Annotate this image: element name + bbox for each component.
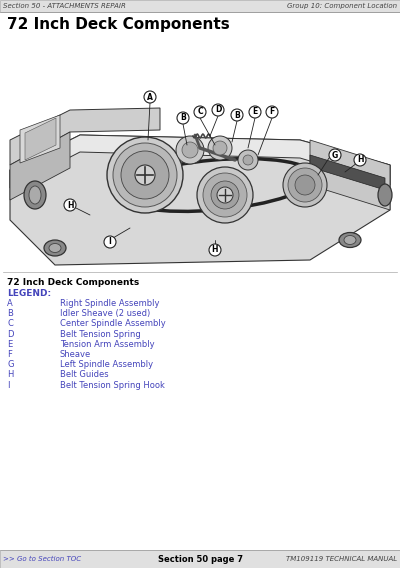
Text: H: H [212,245,218,254]
Text: Belt Guides: Belt Guides [60,370,109,379]
Text: D: D [7,329,14,339]
Circle shape [283,163,327,207]
Ellipse shape [24,181,46,209]
Text: A: A [147,93,153,102]
Text: Group 10: Component Location: Group 10: Component Location [287,3,397,9]
Text: I: I [108,237,112,247]
Polygon shape [10,132,70,200]
Polygon shape [20,115,60,163]
Polygon shape [310,140,390,210]
Text: I: I [7,381,10,390]
Text: Idler Sheave (2 used): Idler Sheave (2 used) [60,309,150,318]
Circle shape [197,167,253,223]
Circle shape [249,106,261,118]
Circle shape [288,168,322,202]
Text: H: H [7,370,13,379]
Text: >> Go to Section TOC: >> Go to Section TOC [3,556,81,562]
Circle shape [194,106,206,118]
FancyBboxPatch shape [0,550,400,568]
Ellipse shape [339,232,361,248]
Polygon shape [10,108,160,165]
Text: Sheave: Sheave [60,350,91,359]
Circle shape [266,106,278,118]
Circle shape [107,137,183,213]
Polygon shape [25,118,56,160]
Text: B: B [180,114,186,123]
Circle shape [209,244,221,256]
Circle shape [295,175,315,195]
Circle shape [135,165,155,185]
Ellipse shape [49,244,61,253]
Circle shape [177,112,189,124]
Circle shape [243,155,253,165]
Ellipse shape [29,186,41,204]
Circle shape [217,187,233,203]
Text: B: B [234,111,240,119]
Text: D: D [215,106,221,115]
Circle shape [144,91,156,103]
Text: B: B [7,309,13,318]
Circle shape [182,142,198,158]
Text: Tension Arm Assembly: Tension Arm Assembly [60,340,155,349]
Circle shape [208,136,232,160]
Text: Belt Tension Spring: Belt Tension Spring [60,329,141,339]
Circle shape [211,181,239,209]
Circle shape [176,136,204,164]
Text: A: A [7,299,13,308]
Text: Right Spindle Assembly: Right Spindle Assembly [60,299,160,308]
Text: G: G [332,151,338,160]
Text: TM109119 TECHNICAL MANUAL: TM109119 TECHNICAL MANUAL [286,556,397,562]
Text: H: H [357,156,363,165]
Text: LEGEND:: LEGEND: [7,289,51,298]
Circle shape [113,143,177,207]
Polygon shape [310,155,385,190]
Circle shape [329,149,341,161]
Ellipse shape [44,240,66,256]
Text: H: H [67,201,73,210]
Text: Left Spindle Assembly: Left Spindle Assembly [60,360,153,369]
Text: Section 50 page 7: Section 50 page 7 [158,554,242,563]
Text: C: C [7,319,13,328]
Circle shape [121,151,169,199]
Ellipse shape [378,184,392,206]
Ellipse shape [344,236,356,244]
Text: G: G [7,360,14,369]
Text: Center Spindle Assembly: Center Spindle Assembly [60,319,166,328]
Text: 72 Inch Deck Components: 72 Inch Deck Components [7,16,230,31]
Text: Belt Tension Spring Hook: Belt Tension Spring Hook [60,381,165,390]
Text: Section 50 - ATTACHMENTS REPAIR: Section 50 - ATTACHMENTS REPAIR [3,3,126,9]
Circle shape [212,104,224,116]
Polygon shape [10,135,390,188]
Circle shape [104,236,116,248]
Text: F: F [269,107,275,116]
Circle shape [231,109,243,121]
Circle shape [213,141,227,155]
Text: E: E [7,340,12,349]
Circle shape [238,150,258,170]
Circle shape [354,154,366,166]
Circle shape [64,199,76,211]
FancyBboxPatch shape [0,0,400,12]
Circle shape [203,173,247,217]
Text: 72 Inch Deck Components: 72 Inch Deck Components [7,278,139,287]
Text: F: F [7,350,12,359]
Polygon shape [10,135,390,265]
Text: E: E [252,107,258,116]
Text: C: C [197,107,203,116]
